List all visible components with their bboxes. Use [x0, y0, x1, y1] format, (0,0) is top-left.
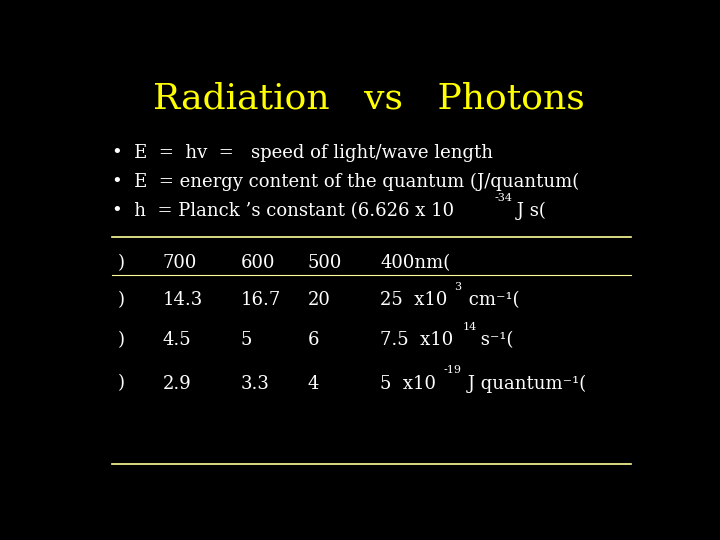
Text: 500: 500: [307, 254, 342, 272]
Text: ): ): [118, 292, 125, 309]
Text: 4.5: 4.5: [163, 331, 192, 349]
Text: 6: 6: [307, 331, 319, 349]
Text: cm⁻¹(: cm⁻¹(: [463, 292, 520, 309]
Text: 5: 5: [240, 331, 252, 349]
Text: 5  x10: 5 x10: [380, 375, 436, 393]
Text: •  E  = energy content of the quantum (J/quantum(: • E = energy content of the quantum (J/q…: [112, 173, 580, 191]
Text: 7.5  x10: 7.5 x10: [380, 331, 454, 349]
Text: J s(: J s(: [511, 202, 546, 220]
Text: 700: 700: [163, 254, 197, 272]
Text: •  E  =  hv  =   speed of light/wave length: • E = hv = speed of light/wave length: [112, 144, 493, 162]
Text: 3: 3: [454, 282, 462, 292]
Text: 600: 600: [240, 254, 275, 272]
Text: s⁻¹(: s⁻¹(: [475, 331, 513, 349]
Text: 2.9: 2.9: [163, 375, 192, 393]
Text: Radiation   vs   Photons: Radiation vs Photons: [153, 82, 585, 116]
Text: -19: -19: [444, 366, 462, 375]
Text: 16.7: 16.7: [240, 292, 281, 309]
Text: ): ): [118, 331, 125, 349]
Text: 400nm(: 400nm(: [380, 254, 451, 272]
Text: 14: 14: [463, 322, 477, 332]
Text: ): ): [118, 375, 125, 393]
Text: 25  x10: 25 x10: [380, 292, 448, 309]
Text: 14.3: 14.3: [163, 292, 203, 309]
Text: J quantum⁻¹(: J quantum⁻¹(: [462, 375, 586, 393]
Text: •  h  = Planck ’s constant (6.626 x 10: • h = Planck ’s constant (6.626 x 10: [112, 202, 454, 220]
Text: 3.3: 3.3: [240, 375, 269, 393]
Text: 20: 20: [307, 292, 330, 309]
Text: 4: 4: [307, 375, 319, 393]
Text: ): ): [118, 254, 125, 272]
Text: -34: -34: [495, 193, 513, 203]
